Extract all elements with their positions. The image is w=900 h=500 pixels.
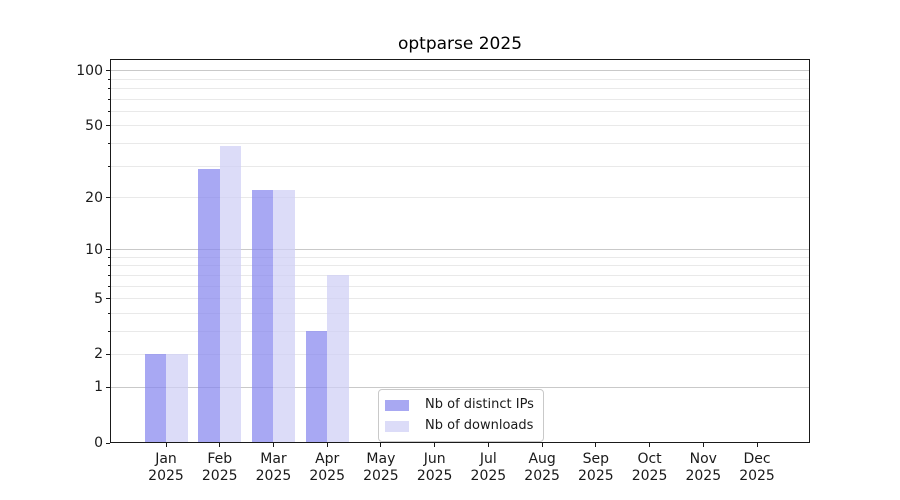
legend-label-distinct-ips: Nb of distinct IPs (425, 397, 534, 412)
x-tick-label: May 2025 (363, 451, 399, 484)
x-tick-mark (702, 443, 704, 447)
y-tick-mark (106, 197, 110, 198)
gridline-minor (111, 197, 809, 198)
x-tick-mark (326, 443, 328, 447)
gridline-minor (111, 125, 809, 127)
gridline-minor (111, 330, 809, 332)
gridline-minor (111, 256, 809, 258)
gridline-minor (111, 98, 809, 100)
gridline-major (111, 249, 809, 251)
x-tick-mark (487, 443, 489, 447)
legend-item-distinct-ips: Nb of distinct IPs (385, 397, 534, 413)
y-tick-label: 50 (85, 117, 103, 134)
chart-title: optparse 2025 (397, 34, 523, 54)
x-tick-label: Sep 2025 (578, 451, 614, 484)
bar-distinct-ips (251, 190, 274, 443)
y-minor-tick-mark (108, 256, 110, 258)
gridline-minor (111, 143, 809, 145)
y-minor-tick-mark (108, 88, 110, 90)
gridline-minor (111, 111, 809, 113)
y-tick-label: 2 (94, 346, 103, 363)
y-tick-mark (106, 70, 110, 72)
y-minor-tick-mark (108, 312, 110, 314)
bar-downloads (327, 275, 349, 443)
y-tick-label: 1 (94, 379, 103, 396)
bar-distinct-ips (198, 168, 220, 443)
x-tick-label: Mar 2025 (255, 451, 292, 484)
y-tick-label: 5 (94, 290, 103, 307)
y-tick-label: 100 (76, 62, 103, 79)
gridline-minor (111, 312, 809, 314)
y-tick-label: 0 (94, 435, 103, 451)
y-tick-label: 20 (85, 189, 103, 206)
y-minor-tick-mark (108, 143, 110, 145)
x-tick-mark (272, 443, 274, 447)
y-tick-mark (106, 442, 110, 444)
x-tick-mark (756, 443, 758, 447)
bar-distinct-ips (305, 331, 328, 443)
legend: Nb of distinct IPs Nb of downloads (378, 389, 544, 442)
y-tick-mark (106, 353, 110, 355)
x-tick-mark (219, 443, 221, 447)
gridline-minor (111, 285, 809, 287)
x-tick-mark (380, 443, 382, 447)
x-tick-mark (165, 443, 167, 447)
gridline-minor (111, 78, 809, 80)
gridline-major (111, 386, 809, 388)
gridline-minor (111, 88, 809, 90)
x-tick-mark (434, 443, 436, 447)
legend-label-downloads: Nb of downloads (425, 418, 534, 433)
gridline-major (111, 70, 809, 72)
y-tick-mark (106, 125, 110, 127)
gridline-minor (111, 265, 809, 267)
bar-downloads (273, 190, 295, 443)
y-minor-tick-mark (108, 111, 110, 113)
y-minor-tick-mark (108, 78, 110, 80)
x-tick-mark (595, 443, 597, 447)
x-tick-label: Jul 2025 (470, 451, 507, 484)
x-tick-label: Aug 2025 (524, 451, 560, 484)
bar-distinct-ips (144, 354, 166, 443)
bar-downloads (219, 145, 242, 443)
y-tick-mark (106, 298, 110, 300)
y-minor-tick-mark (108, 274, 110, 276)
gridline-minor (111, 353, 809, 355)
x-tick-label: Jan 2025 (148, 451, 184, 484)
y-tick-mark (106, 386, 110, 388)
x-tick-label: Dec 2025 (739, 451, 775, 484)
legend-item-downloads: Nb of downloads (385, 418, 534, 434)
gridline-minor (111, 274, 809, 276)
x-tick-mark (649, 443, 651, 447)
y-tick-label: 10 (85, 241, 103, 258)
y-tick-mark (106, 249, 110, 251)
y-minor-tick-mark (108, 330, 110, 332)
x-tick-label: Feb 2025 (201, 451, 238, 484)
x-tick-label: Jun 2025 (416, 451, 453, 484)
gridline-minor (111, 298, 809, 300)
x-tick-label: Nov 2025 (685, 451, 722, 484)
gridline-minor (111, 165, 809, 167)
x-tick-label: Apr 2025 (309, 451, 345, 484)
x-tick-mark (541, 443, 543, 447)
x-tick-label: Oct 2025 (631, 451, 668, 484)
legend-swatch-distinct-ips (385, 399, 409, 411)
y-minor-tick-mark (108, 98, 110, 100)
legend-swatch-downloads (385, 420, 409, 432)
y-minor-tick-mark (108, 265, 110, 267)
y-minor-tick-mark (108, 165, 110, 167)
y-minor-tick-mark (108, 285, 110, 287)
bar-downloads (166, 354, 188, 443)
